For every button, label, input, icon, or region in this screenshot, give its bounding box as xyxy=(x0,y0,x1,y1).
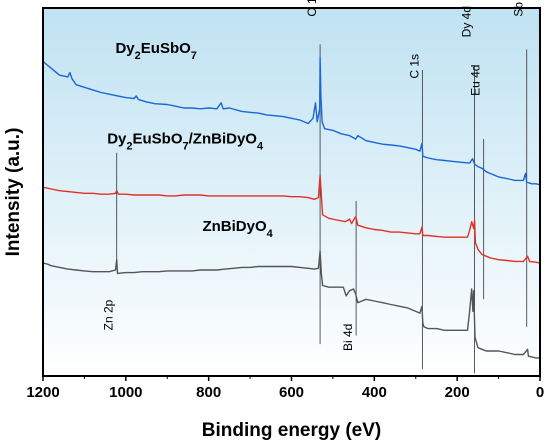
series-line-0 xyxy=(42,56,541,186)
y-axis-title: Intensity (a.u.) xyxy=(3,128,24,257)
x-tick-label: 200 xyxy=(445,384,470,401)
peak-label: C 1s xyxy=(407,54,421,79)
peak-label: Dy 4d xyxy=(460,6,474,37)
plot-background xyxy=(43,8,540,376)
x-axis: 1200 1000 800 600 400 200 0 xyxy=(26,376,544,401)
peak-label: Bi 4d xyxy=(341,324,355,351)
series-label-2: ZnBiDyO4 xyxy=(202,218,273,240)
x-tick-label: 1000 xyxy=(109,384,142,401)
x-tick-label: 400 xyxy=(362,384,387,401)
x-tick-label: 600 xyxy=(279,384,304,401)
series-label-1: Dy2EuSbO7/ZnBiDyO4 xyxy=(107,130,264,152)
x-tick-label: 800 xyxy=(196,384,221,401)
series-label-0: Dy2EuSbO7 xyxy=(115,40,196,62)
series-line-2 xyxy=(42,250,540,359)
series-lines xyxy=(42,56,541,359)
peak-label: Zn 2p xyxy=(102,299,116,330)
x-axis-title: Binding energy (eV) xyxy=(202,420,381,441)
x-tick-label: 0 xyxy=(536,384,544,401)
series-labels: Dy2EuSbO7 Dy2EuSbO7/ZnBiDyO4 ZnBiDyO4 xyxy=(107,40,273,240)
x-tick-label: 1200 xyxy=(26,384,59,401)
series-line-1 xyxy=(42,174,541,264)
peak-label: Eu 4d xyxy=(469,65,483,96)
